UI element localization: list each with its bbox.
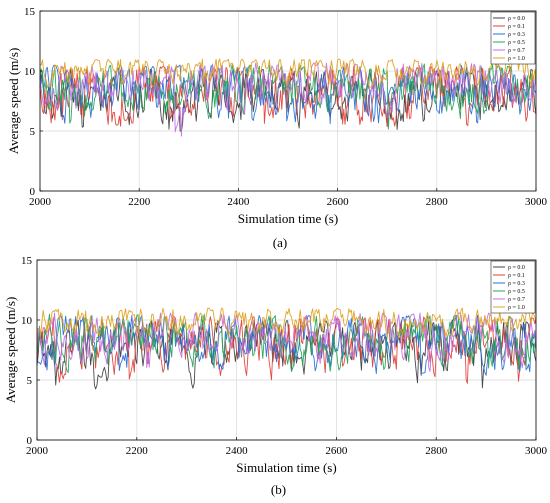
x-tick-label: 3000 (525, 196, 548, 208)
x-tick-label: 3000 (525, 445, 548, 457)
chart-panel-b: 2000 2200 2400 2600 2800 3000 0 5 10 15 Simulation… (3, 255, 548, 497)
x-tick-label: 2800 (425, 445, 448, 457)
y-tick-label: 10 (24, 66, 36, 78)
series-line-5 (36, 307, 537, 339)
legend-entry: ρ = 1.0 (508, 305, 525, 311)
y-tick-label: 0 (27, 435, 33, 447)
legend-entry: ρ = 0.0 (508, 265, 525, 271)
legend-entry: ρ = 0.1 (508, 24, 525, 30)
chart-panel-a: 2000 2200 2400 2600 2800 3000 0 5 10 15 Simulation… (6, 6, 548, 250)
legend-box (490, 11, 536, 65)
x-tick-label: 2600 (327, 196, 350, 208)
legend-entry: ρ = 1.0 (508, 56, 525, 62)
series-line-3 (36, 313, 537, 373)
x-tick-label: 2400 (227, 196, 250, 208)
series-line-1 (39, 65, 537, 127)
y-tick-label: 10 (21, 315, 33, 327)
y-tick-label: 5 (27, 375, 33, 387)
legend-entry: ρ = 0.3 (508, 32, 525, 38)
legend: ρ = 0.0 ρ = 0.1 ρ = 0.3 ρ = 0.5 ρ = 0.7 ρ = 1… (490, 11, 536, 65)
x-axis-label: Simulation time (s) (238, 211, 338, 226)
plot-area-frame (36, 259, 537, 441)
y-axis-label: Average speed (m/s) (3, 297, 18, 404)
y-tick-label: 5 (30, 126, 36, 138)
y-tick-label: 15 (21, 255, 33, 267)
y-tick-label: 15 (24, 6, 36, 18)
series-line-4 (36, 312, 537, 372)
series-line-5 (39, 58, 537, 89)
x-tick-label: 2000 (26, 445, 49, 457)
legend-entry: ρ = 0.7 (508, 48, 525, 54)
legend-entry: ρ = 0.1 (508, 273, 525, 279)
panel-label: (b) (271, 482, 286, 497)
x-tick-label: 2200 (128, 196, 151, 208)
series-line-4 (39, 62, 537, 137)
y-tick-label: 0 (30, 186, 36, 198)
y-axis-label: Average speed (m/s) (6, 48, 21, 155)
legend-entry: ρ = 0.0 (508, 16, 525, 22)
x-tick-label: 2800 (426, 196, 449, 208)
x-tick-label: 2200 (126, 445, 149, 457)
legend: ρ = 0.0 ρ = 0.1 ρ = 0.3 ρ = 0.5 ρ = 0.7 ρ = 1… (490, 260, 536, 314)
legend-entry: ρ = 0.5 (508, 40, 525, 46)
x-tick-label: 2600 (325, 445, 348, 457)
x-tick-label: 2000 (29, 196, 52, 208)
series-line-3 (39, 63, 537, 130)
legend-box (490, 260, 536, 314)
legend-entry: ρ = 0.3 (508, 281, 525, 287)
plot-area-frame (39, 10, 537, 192)
series-line-2 (39, 64, 537, 125)
legend-entry: ρ = 0.7 (508, 297, 525, 303)
legend-entry: ρ = 0.5 (508, 289, 525, 295)
x-axis-label: Simulation time (s) (236, 460, 336, 475)
x-tick-label: 2400 (226, 445, 249, 457)
panel-label: (a) (273, 235, 287, 250)
